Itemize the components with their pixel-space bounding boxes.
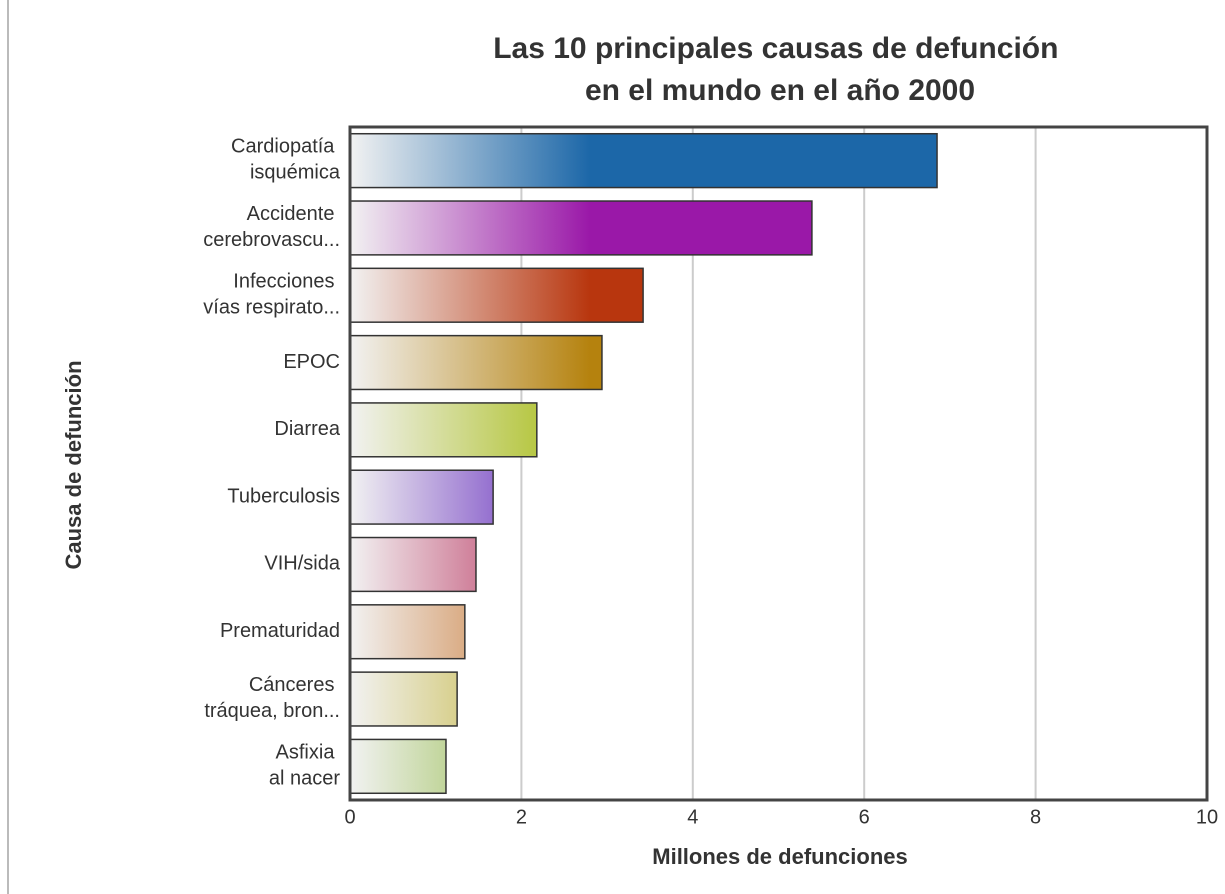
x-tick-label: 2 xyxy=(516,806,527,828)
y-tick-label: VIH/sida xyxy=(264,553,340,575)
chart-title: Las 10 principales causas de defunción e… xyxy=(493,32,1067,107)
y-tick-label: EPOC xyxy=(283,351,340,373)
x-tick-label: 4 xyxy=(687,806,698,828)
bar xyxy=(349,738,447,795)
x-axis-title: Millones de defunciones xyxy=(652,844,907,869)
y-tick-label: Prematuridad xyxy=(220,620,340,642)
y-axis-title: Causa de defunción xyxy=(61,360,86,569)
plot-border xyxy=(348,125,1209,802)
y-tick-label: Accidente cerebrovascu... xyxy=(203,203,340,251)
x-tick-label: 6 xyxy=(859,806,870,828)
y-tick-label: Tuberculosis xyxy=(227,485,340,507)
x-tick-label: 8 xyxy=(1030,806,1041,828)
bar xyxy=(349,671,458,727)
x-tick-label: 10 xyxy=(1196,806,1218,828)
bar xyxy=(349,604,466,660)
y-tick-label: Asfixia al nacer xyxy=(269,742,340,790)
bar xyxy=(349,200,813,256)
bar xyxy=(349,267,644,323)
bar xyxy=(349,334,603,391)
y-tick-label: Diarrea xyxy=(274,418,340,440)
y-tick-label: Cardiopatía isquémica xyxy=(231,136,341,184)
y-tick-label: Cánceres tráquea, bron... xyxy=(204,674,340,722)
bar xyxy=(349,132,938,189)
bar xyxy=(349,536,477,593)
x-tick-label: 0 xyxy=(344,806,355,828)
bar xyxy=(349,469,494,525)
bar xyxy=(349,402,538,458)
y-tick-label: Infecciones vías respirato... xyxy=(203,271,340,319)
